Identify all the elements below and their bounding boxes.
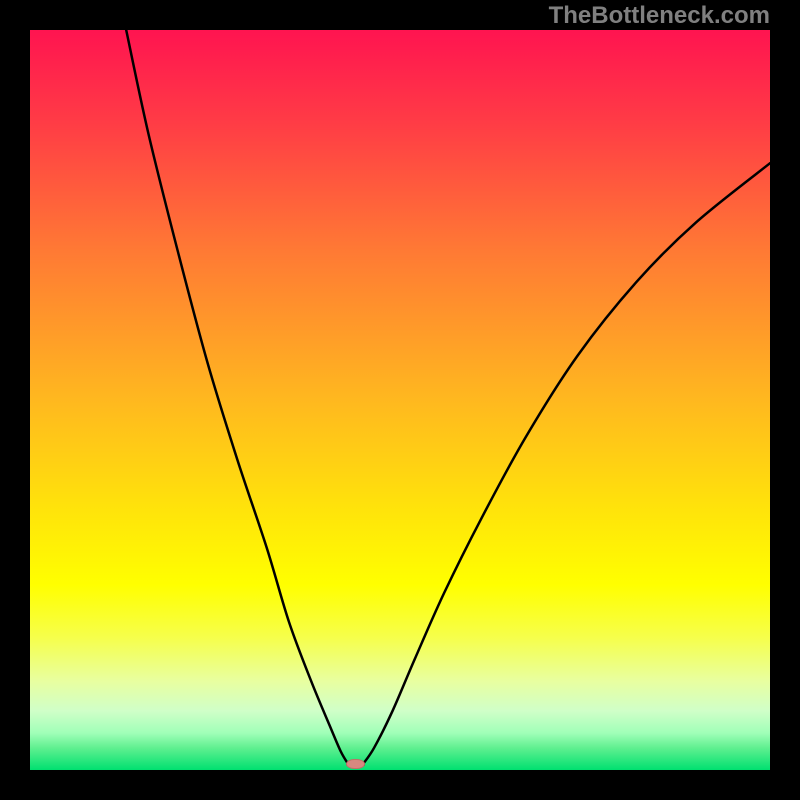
watermark-text: TheBottleneck.com xyxy=(549,2,770,30)
plot-area xyxy=(30,30,770,770)
optimum-marker xyxy=(346,759,365,769)
chart-frame: TheBottleneck.com xyxy=(0,0,800,800)
bottleneck-curve xyxy=(30,30,770,770)
